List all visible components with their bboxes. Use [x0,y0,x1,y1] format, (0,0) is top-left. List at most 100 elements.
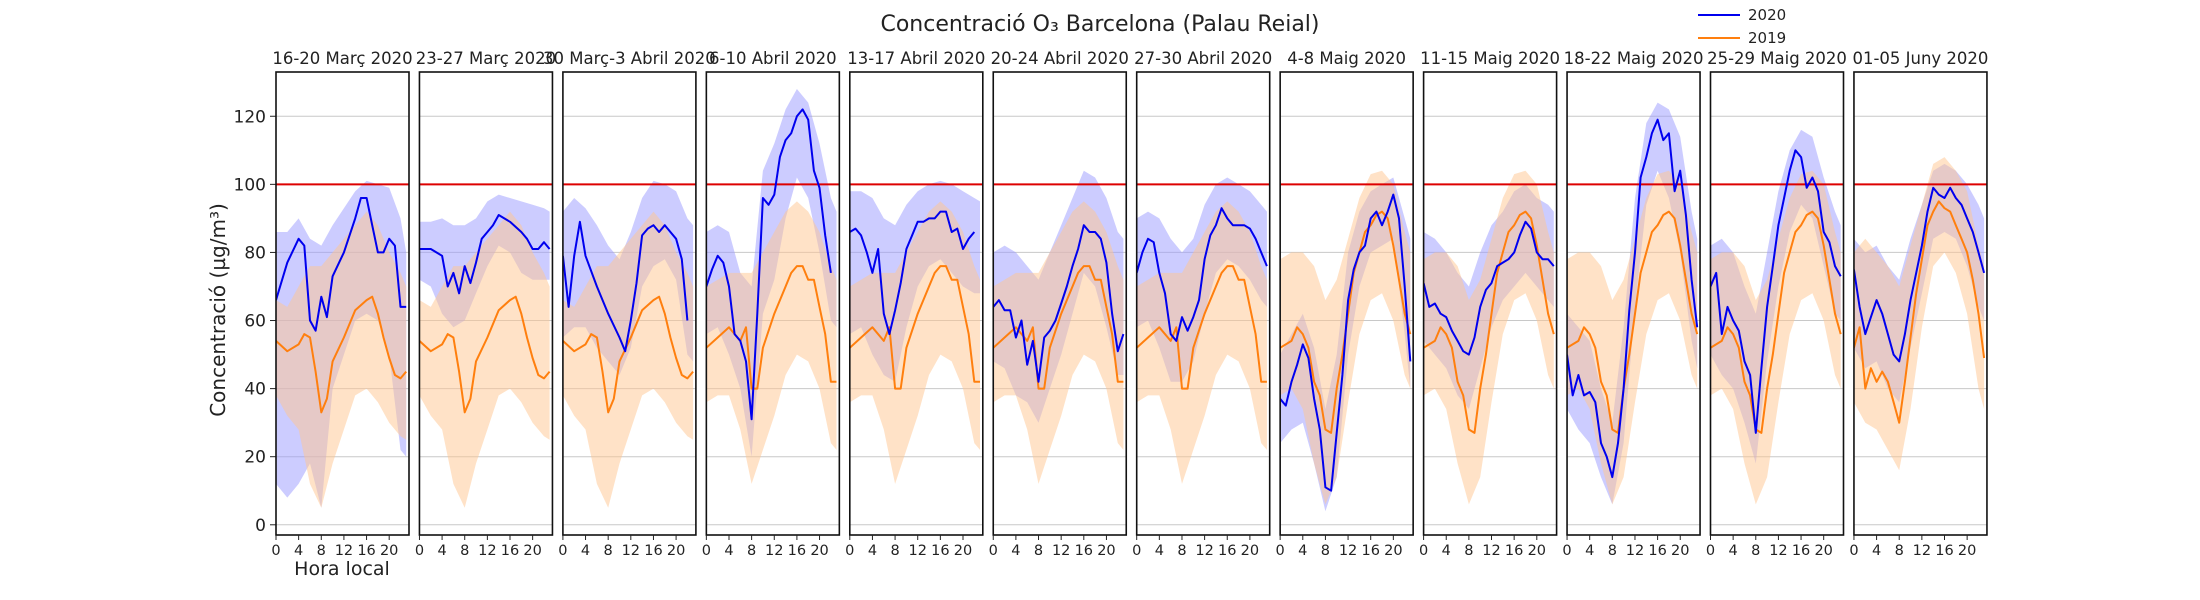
x-tick-label: 12 [1626,543,1644,559]
legend-label-2019: 2019 [1748,29,1786,47]
series-2019 [562,295,694,414]
y-tick-label: 60 [244,312,266,332]
y-tick-label: 120 [234,107,266,127]
y-axis-label: Concentració (µg/m³) [206,203,230,417]
panel: 27-30 Abril 2020 0 4 8 12 16 20 [1132,49,1272,559]
panel-frame [1422,71,1558,536]
x-tick-label: 4 [868,543,877,559]
panel-plot-area [706,89,840,526]
x-tick-label: 4 [724,543,733,559]
x-tick-label: 0 [1849,543,1858,559]
band-2019 [419,211,550,508]
panel-frame [1853,71,1988,536]
x-tick-label: 8 [604,543,613,559]
x-tick-label: 16 [1505,543,1523,559]
x-tick-label: 0 [989,543,998,559]
panel-title: 01-05 Juny 2020 [1852,49,1988,68]
panel-frame [418,71,554,536]
x-tick-label: 4 [581,543,590,559]
x-tick-label: 8 [460,543,469,559]
y-tick-label: 20 [244,448,266,468]
panel-title: 20-24 Abril 2020 [991,49,1129,68]
panel-plot-area [1567,102,1701,526]
panel-frame [992,71,1128,536]
panel-title: 30 Març-3 Abril 2020 [543,49,716,68]
series-2020 [1280,193,1412,492]
panel-frame [1709,71,1845,536]
band-2019 [562,211,694,508]
y-tick-label: 40 [244,380,266,400]
panel-plot-area [1853,115,1987,526]
panel-frame [562,71,697,536]
x-tick-label: 8 [1751,543,1760,559]
x-tick-label: 8 [317,543,326,559]
y-tick-label: 80 [244,243,266,263]
x-tick-label: 8 [1608,543,1617,559]
panel-plot-area [1423,115,1557,526]
x-tick-label: 16 [1218,543,1236,559]
panel: 4-8 Maig 2020 0 4 8 12 16 20 [1276,49,1414,559]
panel-plot-area [993,115,1127,526]
series-2020 [1567,118,1699,479]
x-tick-label: 20 [954,543,972,559]
x-tick-label: 16 [1935,543,1953,559]
x-tick-label: 4 [1872,543,1881,559]
x-tick-label: 8 [1895,543,1904,559]
x-tick-label: 4 [294,543,303,559]
panel-title: 11-15 Maig 2020 [1420,49,1560,68]
x-tick-label: 4 [1011,543,1020,559]
panel-plot-area [419,115,553,526]
panel-title: 4-8 Maig 2020 [1287,49,1406,68]
x-tick-label: 16 [357,543,375,559]
x-tick-label: 16 [1792,543,1810,559]
series-2020 [419,214,551,295]
x-tick-label: 4 [1442,543,1451,559]
panel: 23-27 Març 2020 0 4 8 12 16 20 [415,49,556,559]
x-tick-label: 20 [1384,543,1402,559]
y-tick-label: 0 [255,516,266,536]
panel-frame [275,71,410,536]
x-tick-label: 20 [1958,543,1976,559]
x-tick-label: 0 [702,543,711,559]
x-tick-label: 20 [667,543,685,559]
series-2019 [1280,210,1412,434]
x-tick-label: 0 [415,543,424,559]
panel-title: 27-30 Abril 2020 [1134,49,1272,68]
x-tick-label: 8 [1034,543,1043,559]
x-axis-label: Hora local [294,558,390,580]
series-2019 [849,265,980,390]
x-tick-label: 8 [747,543,756,559]
x-tick-label: 20 [380,543,398,559]
series-2019 [1853,200,1986,424]
x-tick-label: 20 [523,543,541,559]
panel: 11-15 Maig 2020 0 4 8 12 16 20 [1419,49,1560,559]
x-tick-label: 0 [1419,543,1428,559]
series-2019 [419,295,551,414]
panel-frame [705,71,841,536]
series-2019 [1710,210,1842,434]
panel: 6-10 Abril 2020 0 4 8 12 16 20 [702,49,841,559]
panel-title: 25-29 Maig 2020 [1707,49,1847,68]
x-tick-label: 0 [558,543,567,559]
x-tick-label: 0 [1276,543,1285,559]
x-tick-label: 12 [335,543,353,559]
x-tick-label: 20 [1528,543,1546,559]
panel-plot-area [849,115,983,526]
series-2020 [276,197,407,332]
panel: 18-22 Maig 2020 0 4 8 12 16 20 [1562,49,1703,559]
panel-plot-area [1136,115,1270,526]
panel-frame [1135,71,1271,536]
x-tick-label: 4 [1155,543,1164,559]
panel-title: 16-20 Març 2020 [272,49,412,68]
x-tick-label: 0 [1132,543,1141,559]
band-2019 [1853,157,1985,471]
panel: 13-17 Abril 2020 0 4 8 12 16 20 [845,49,985,559]
x-tick-label: 16 [931,543,949,559]
series-2020 [1423,220,1555,356]
x-tick-label: 4 [1298,543,1307,559]
series-2020 [562,220,689,353]
band-2019 [993,201,1124,484]
series-2020 [1853,186,1986,363]
